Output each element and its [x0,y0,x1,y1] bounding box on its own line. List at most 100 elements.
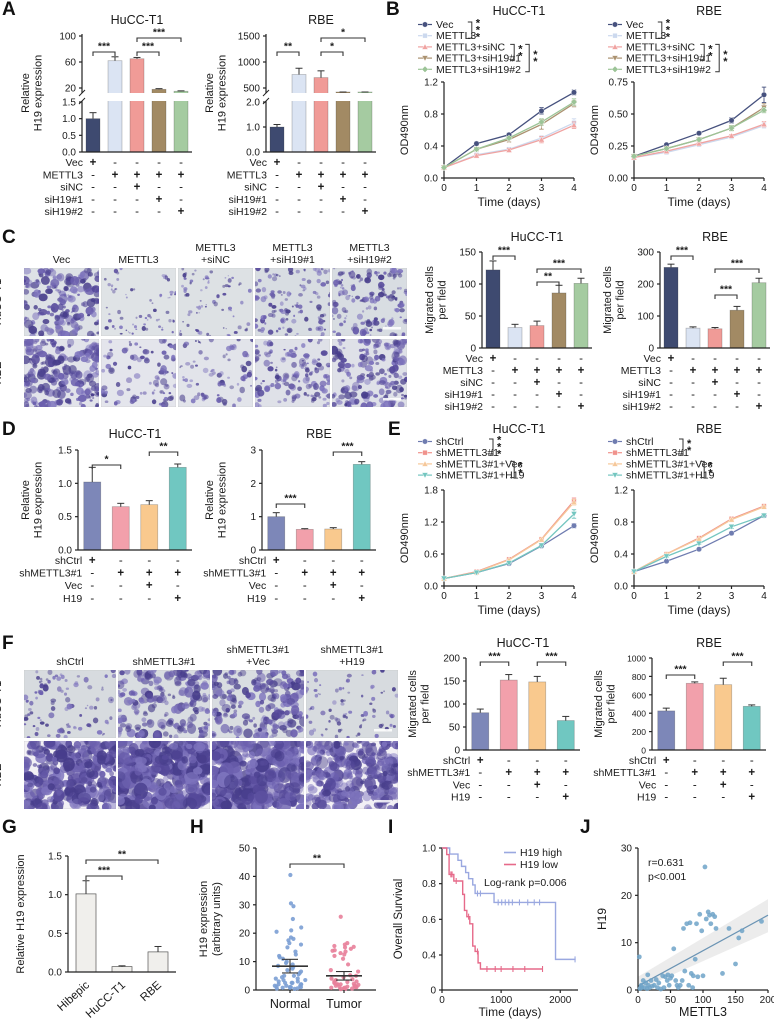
label: - [557,401,561,413]
label: Vec [65,157,83,169]
label: siNC [638,377,661,389]
label: *** [553,258,566,270]
data-point [288,901,294,906]
label: + [734,389,741,401]
data-point [285,968,290,973]
bar-Vec [269,126,285,153]
panel-b-line-hucc: HuCC-T1 OD490nm 0.0 0.4 0.8 1.2 0 1 2 3 4 Time (day… [394,2,582,229]
label: + [712,365,719,377]
label: - [275,182,279,194]
bar-METTL3+siH19#2 [573,283,589,349]
label: + [534,779,541,791]
panel-letter-c: C [2,227,16,248]
label: - [275,206,279,218]
sig-bracket [714,294,738,299]
label: H19 [637,792,656,804]
micrograph [206,733,310,815]
bar-METTL3+siNC [707,328,723,349]
label: - [664,779,668,791]
label: - [713,389,717,401]
label: 100 [443,700,460,711]
label: 500 [243,84,260,95]
data-point [350,986,355,991]
label: - [507,779,511,791]
label: * [518,461,523,473]
data-point [345,962,351,967]
label: - [693,755,697,767]
data-point [538,542,545,549]
label: 0 [641,746,646,756]
label: 3 [729,591,735,602]
label: shMETTL3#1 [407,767,470,779]
label: r=0.631 [648,857,684,869]
label: OD490nm [399,513,411,563]
label: shMETTL3#1 [436,447,499,459]
label: 0.0 [62,148,76,159]
chart-D2: RBE Relative H19 expression 0 1 2 3 *** *** shCtr… [203,427,376,605]
label: 2 [250,479,256,490]
label: METTL3+siH19#2 [626,64,711,76]
label: * [708,51,713,63]
panel-letter-j: J [580,817,591,838]
data-point [421,55,429,62]
label: siH19#1 [44,194,83,206]
data-point [342,952,347,957]
data-point [329,976,334,981]
label: 60 [65,58,77,69]
label: + [668,353,675,365]
data-point [696,130,702,137]
sig-bracket [536,281,560,286]
data-point [303,977,308,983]
data-point [292,986,297,991]
label: RBE [308,13,334,27]
sig-bracket [665,674,696,679]
label: Relative [204,73,216,113]
data-point [695,136,703,144]
scale-bar [374,800,392,803]
label: * [666,25,671,37]
panel-f-image-grid: shCtrl shMETTL3#1 shMETTL3#1 +Vec shMETTL3#… [0,636,403,815]
label: - [90,568,94,580]
data-point [611,460,619,467]
data-point [728,117,735,124]
label: 0.5 [58,512,72,523]
label: + [296,169,303,181]
label: + [756,401,763,413]
label: (arbitrary units) [211,882,223,956]
data-point [671,946,677,952]
bar-shMETTL3#1 [295,528,314,551]
label: Vec [436,19,454,31]
transwell-image-F-0-2 [207,666,308,743]
data-point [422,450,428,456]
label: 1.0 [58,479,72,490]
sig-bracket [332,451,363,456]
label: * [708,468,713,480]
label: - [693,779,697,791]
label: + [90,157,97,169]
label: METTL3 [621,365,661,377]
data-point [611,43,619,50]
data-point [340,956,346,961]
data-point [298,942,304,947]
label: siH19#2 [228,206,267,218]
sig-bracket [489,438,494,456]
label: + [720,767,727,779]
data-point [677,982,683,988]
label: 0 [626,986,632,997]
scale-bar [374,729,392,732]
label: shMETTL3#1+Vec [436,458,523,470]
data-point [612,33,618,39]
label: - [513,353,517,365]
label: * [723,56,728,68]
label: 20 [239,929,251,940]
bar-shMETTL3#1 [685,682,704,751]
data-point [653,977,659,982]
panel-d-bar-rbe: RBE Relative H19 expression 0 1 2 3 *** *** shCtr… [200,422,384,631]
label: + [146,580,153,592]
label: METTL3+siNC [626,41,696,53]
data-point [505,560,513,567]
label: - [119,593,123,605]
label: + [330,580,337,592]
panel-c-image-grid: Vec METTL3 METTL3 +siNC METTL3 +siH19#1 METT… [0,232,416,411]
label: RBE [696,4,722,18]
